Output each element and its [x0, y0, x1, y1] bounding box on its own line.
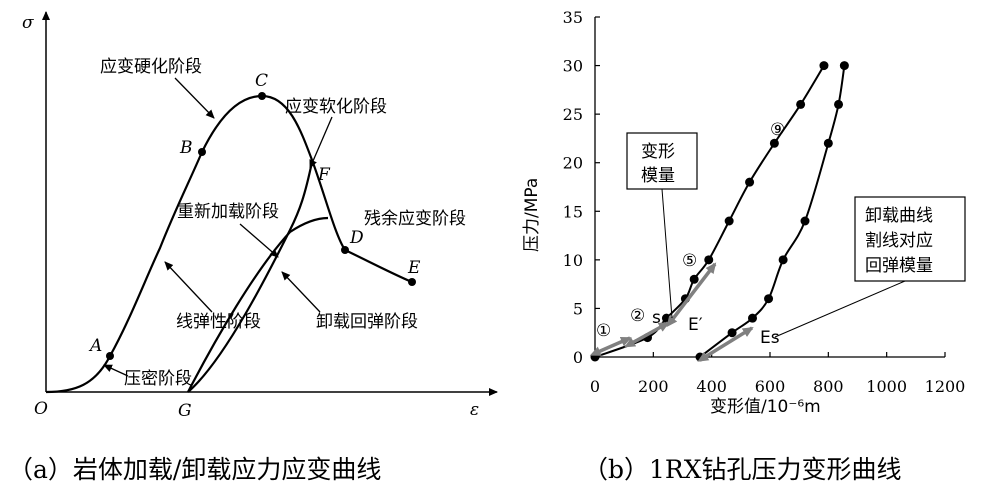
a-point-E-label: E: [407, 258, 421, 278]
b-data-point: [704, 255, 714, 265]
b-ytick-label: 5: [573, 299, 583, 318]
b-data-point: [819, 61, 829, 71]
a-point-D: [341, 246, 349, 254]
caption-a: （a）岩体加载/卸载应力应变曲线: [8, 455, 381, 484]
b-label-es: Es: [760, 328, 780, 348]
b-ytick-label: 10: [563, 251, 583, 270]
b-unloading-box: [854, 196, 966, 282]
b-unloading-box-line1: 卸载曲线: [865, 206, 933, 226]
b-ytick-label: 25: [563, 105, 583, 124]
a-point-D-label: D: [349, 228, 364, 248]
b-data-point: [745, 177, 755, 187]
a-arrow-compaction: [103, 364, 129, 377]
a-unload-curve: [187, 161, 314, 393]
a-point-C: [258, 92, 266, 100]
b-data-point: [661, 313, 671, 323]
a-point-F-label: F: [317, 165, 331, 185]
a-label-softening: 应变软化阶段: [285, 97, 387, 117]
b-ytick-label: 15: [563, 202, 583, 221]
b-data-point: [695, 352, 705, 362]
b-ytick-label: 30: [563, 57, 583, 76]
a-main-curve: [45, 94, 413, 394]
b-data-point: [769, 138, 779, 148]
b-xtick-label: 400: [696, 377, 727, 396]
a-arrow-linear-elastic: [164, 261, 213, 313]
b-unloading-box-line2: 割线对应: [865, 231, 933, 251]
b-label-e-prime: E′: [688, 315, 703, 335]
panel-b: 0 200 400 600 800 1000 1200 0 5 10 15 20 25 30 35 变形值/…: [522, 8, 966, 417]
b-marker-cycle5: ⑤: [682, 251, 697, 271]
b-data-point: [727, 328, 737, 338]
b-marker-cycle1: ①: [596, 321, 611, 341]
a-reload-curve: [187, 216, 329, 393]
b-ytick-label: 0: [573, 348, 583, 367]
b-xlabel: 变形值/10⁻⁶m: [710, 397, 821, 417]
b-data-point: [590, 352, 600, 362]
b-modulus-leader: [661, 188, 673, 319]
a-point-A: [106, 352, 114, 360]
a-arrow-unload-rebound: [281, 271, 321, 313]
b-ytick-label: 20: [563, 154, 583, 173]
b-xtick-label: 0: [590, 377, 600, 396]
a-label-hardening: 应变硬化阶段: [100, 57, 202, 77]
a-point-G-label: G: [178, 401, 192, 421]
a-point-O-label: O: [34, 399, 48, 419]
b-xtick-label: 600: [755, 377, 786, 396]
b-data-point: [800, 216, 810, 226]
a-point-E: [408, 278, 416, 286]
b-data-point: [764, 294, 774, 304]
b-ylabel: 压力/MPa: [522, 178, 542, 252]
b-modulus-box-line1: 变形: [641, 142, 675, 162]
b-unloading-leader: [774, 280, 906, 338]
b-unloading-box-line3: 回弹模量: [865, 256, 933, 276]
b-marker-cycle9: ⑨: [770, 120, 785, 140]
b-modulus-box-line2: 模量: [641, 166, 675, 186]
b-data-point: [823, 138, 833, 148]
b-ytick-label: 35: [563, 8, 583, 27]
b-arrow-cycle5: [666, 262, 717, 328]
a-arrow-hardening: [174, 77, 215, 119]
b-data-point: [724, 216, 734, 226]
a-point-B-label: B: [179, 138, 193, 158]
b-arrow-es: [697, 326, 754, 362]
a-xlabel: ε: [470, 400, 479, 420]
a-point-B: [198, 148, 206, 156]
a-label-compaction: 压密阶段: [124, 369, 192, 389]
a-point-C-label: C: [255, 71, 268, 91]
panel-a: σ ε O A B C D E F G 应变硬化阶段 应变软化阶段 重新加载阶段…: [22, 11, 498, 421]
a-arrow-reloading: [239, 223, 279, 258]
b-xtick-label: 200: [638, 377, 669, 396]
b-marker-cycle2: ②: [630, 306, 645, 326]
b-arrow-cycle2: [624, 321, 670, 348]
a-label-unload-rebound: 卸载回弹阶段: [316, 312, 418, 332]
b-s-mark: s: [652, 308, 661, 328]
a-label-residual: 残余应变阶段: [364, 209, 466, 229]
b-xtick-label: 1200: [925, 377, 966, 396]
caption-b: （b）1RX钻孔压力变形曲线: [583, 455, 902, 484]
a-point-A-label: A: [88, 336, 102, 356]
b-xtick-label: 1000: [866, 377, 907, 396]
b-data-point: [748, 313, 757, 323]
b-data-point: [796, 99, 806, 109]
b-xtick-label: 800: [813, 377, 844, 396]
a-arrow-softening: [309, 116, 333, 169]
a-label-reloading: 重新加载阶段: [177, 202, 279, 222]
a-label-linear-elastic: 线弹性阶段: [176, 312, 261, 332]
b-unloading-curve: [699, 65, 846, 358]
b-data-point: [834, 99, 844, 109]
a-ylabel: σ: [22, 13, 34, 33]
b-data-point: [839, 61, 849, 71]
b-data-point: [689, 274, 699, 284]
b-data-point: [778, 255, 788, 265]
